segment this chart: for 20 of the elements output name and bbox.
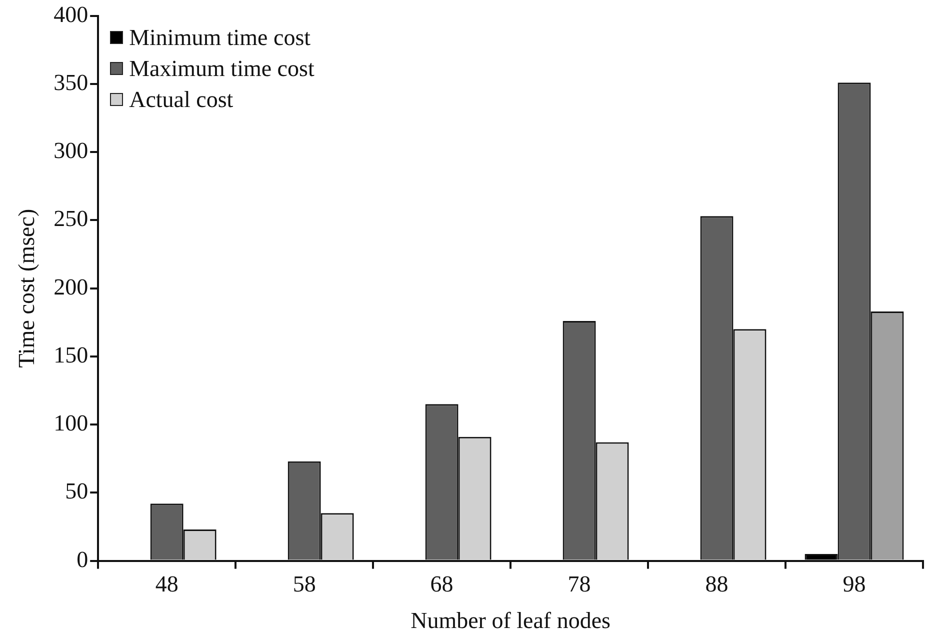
x-tick-label: 48 — [155, 572, 178, 597]
y-axis-title: Time cost (msec) — [14, 208, 39, 368]
y-tick-label: 100 — [54, 410, 88, 436]
y-tick-label: 150 — [54, 342, 88, 368]
x-tick-label: 98 — [842, 572, 866, 597]
y-tick-label: 350 — [54, 70, 88, 95]
x-axis-title: Number of leaf nodes — [410, 608, 611, 634]
y-tick-label: 200 — [54, 274, 88, 300]
y-tick-label: 300 — [54, 138, 88, 164]
legend-label: Maximum time cost — [129, 54, 314, 83]
y-tick-label: 0 — [76, 546, 88, 572]
x-tick-label: 88 — [705, 572, 728, 597]
x-tick-label: 58 — [292, 572, 316, 597]
y-tick-label: 400 — [54, 2, 88, 27]
legend-label: Minimum time cost — [129, 24, 311, 52]
y-tick-label: 250 — [54, 206, 88, 232]
y-tick-label: 50 — [65, 478, 88, 504]
legend-label: Actual cost — [129, 86, 234, 114]
x-tick-label: 78 — [568, 572, 591, 597]
x-tick-label: 68 — [430, 572, 454, 597]
